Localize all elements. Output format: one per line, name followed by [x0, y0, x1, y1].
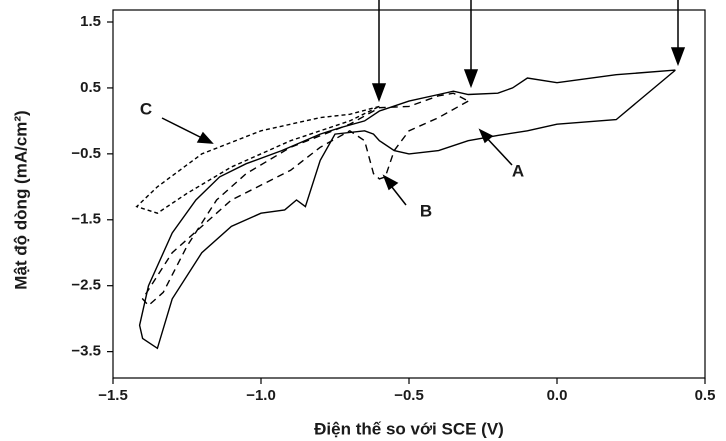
- x-tick-label: 0.0: [547, 387, 568, 404]
- y-tick-label: −2.5: [71, 277, 101, 294]
- curve: [138, 69, 676, 350]
- x-axis-label: Điện thế so với SCE (V): [314, 419, 504, 438]
- vertical-arrows: [371, 0, 686, 103]
- x-tick-label: −1.0: [246, 387, 276, 404]
- y-axis-label: Mật độ dòng (mA/cm²): [11, 110, 30, 289]
- curve-label: C: [140, 99, 152, 118]
- curve-label: A: [512, 161, 524, 180]
- curve: [141, 92, 469, 307]
- curve-label: B: [420, 201, 432, 220]
- y-tick-label: −0.5: [71, 145, 101, 162]
- x-tick-label: −0.5: [394, 387, 424, 404]
- callout-arrows: [161, 117, 513, 206]
- y-tick-label: 0.5: [80, 79, 101, 96]
- x-tick-label: 0.5: [695, 387, 716, 404]
- y-tick-label: 1.5: [80, 13, 101, 30]
- x-tick-label: −1.5: [98, 387, 128, 404]
- y-tick-label: −3.5: [71, 343, 101, 360]
- curve: [135, 105, 380, 214]
- y-tick-label: −1.5: [71, 211, 101, 228]
